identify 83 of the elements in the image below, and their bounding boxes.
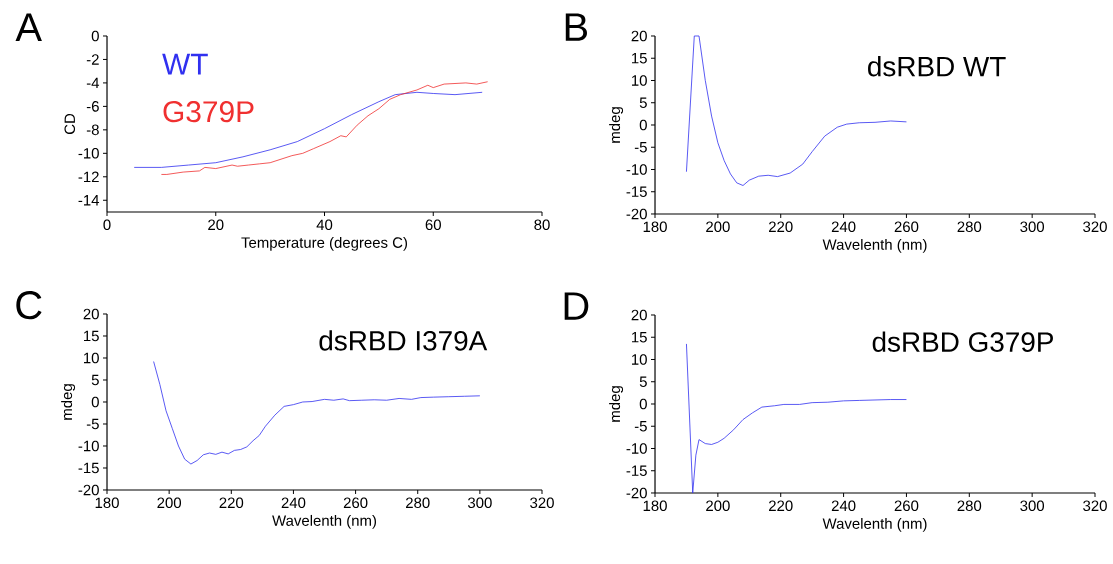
y-tick-label: -5 xyxy=(634,142,647,153)
x-tick-label: 320 xyxy=(1083,221,1107,233)
text: B xyxy=(565,13,587,41)
y-tick-label: -10 xyxy=(626,164,647,175)
x-tick-label: 200 xyxy=(157,497,182,509)
y-tick-label: 0 xyxy=(91,30,99,42)
x-tick-label: 320 xyxy=(1083,500,1107,512)
series-label: G379P xyxy=(163,101,254,123)
x-tick-label: 300 xyxy=(1020,500,1045,512)
line-series xyxy=(153,361,481,465)
y-tick-label: 5 xyxy=(639,376,647,387)
y-tick-label: -10 xyxy=(78,440,99,452)
y-tick-label: 0 xyxy=(639,119,647,131)
y-tick-label: 15 xyxy=(84,330,99,342)
x-tick-label: 260 xyxy=(894,221,919,233)
y-tick-label: -6 xyxy=(86,101,99,112)
y-tick-label: 10 xyxy=(632,354,647,365)
y-axis-title: mdeg xyxy=(609,107,624,143)
y-tick-label: -15 xyxy=(78,462,99,474)
x-axis-title: Wavelenth (nm) xyxy=(822,238,927,253)
y-tick-label: -5 xyxy=(634,421,647,432)
x-tick-label: 300 xyxy=(467,497,492,509)
y-tick-label: 20 xyxy=(631,309,647,321)
y-tick-label: -8 xyxy=(86,124,99,136)
x-tick-label: 260 xyxy=(894,500,919,512)
x-tick-label: 260 xyxy=(343,497,368,509)
line-series xyxy=(133,91,483,168)
text: D xyxy=(564,292,589,320)
text: WT xyxy=(162,53,208,75)
x-tick-label: 20 xyxy=(208,219,224,231)
y-tick-label: 20 xyxy=(631,30,647,42)
y-axis-title: CD xyxy=(64,113,76,135)
x-axis-title: Wavelenth (nm) xyxy=(822,517,927,532)
y-tick-label: -14 xyxy=(78,195,100,206)
text: C xyxy=(16,291,42,320)
chart-title: dsRBD I379A xyxy=(319,330,488,351)
y-tick-label: -5 xyxy=(86,418,99,430)
y-tick-label: -4 xyxy=(86,77,100,89)
y-tick-label: 15 xyxy=(632,332,647,343)
x-tick-label: 0 xyxy=(103,219,111,231)
y-tick-label: 5 xyxy=(91,374,99,386)
y-tick-label: 20 xyxy=(83,308,99,320)
y-axis-title: mdeg xyxy=(609,386,624,422)
y-tick-label: -12 xyxy=(78,171,99,182)
x-tick-label: 280 xyxy=(406,497,430,509)
y-tick-label: 0 xyxy=(91,396,99,408)
x-tick-label: 200 xyxy=(706,221,730,233)
x-tick-label: 240 xyxy=(831,221,856,233)
text: dsRBD WT xyxy=(868,56,1006,77)
y-tick-label: 15 xyxy=(632,53,647,64)
x-tick-label: 180 xyxy=(95,497,119,509)
y-tick-label: -10 xyxy=(626,443,647,454)
x-tick-label: 320 xyxy=(530,497,554,509)
x-tick-label: 180 xyxy=(643,221,667,233)
x-tick-label: 220 xyxy=(219,497,244,509)
x-tick-label: 240 xyxy=(831,500,856,512)
x-tick-label: 220 xyxy=(769,500,793,512)
x-tick-label: 300 xyxy=(1020,221,1045,233)
x-tick-label: 80 xyxy=(534,219,550,231)
y-tick-label: 5 xyxy=(639,97,647,108)
y-tick-label: -2 xyxy=(86,54,99,65)
y-tick-label: 10 xyxy=(632,75,647,86)
x-tick-label: 200 xyxy=(706,500,730,512)
y-tick-label: 0 xyxy=(639,398,647,410)
y-tick-label: -15 xyxy=(626,186,647,197)
x-axis-title: Temperature (degrees C) xyxy=(241,236,408,251)
x-tick-label: 60 xyxy=(425,219,441,231)
y-tick-label: -20 xyxy=(626,208,647,220)
y-tick-label: -20 xyxy=(78,484,99,496)
x-tick-label: 180 xyxy=(643,500,667,512)
text: A xyxy=(15,13,42,41)
x-tick-label: 280 xyxy=(957,221,982,233)
x-axis-title: Wavelenth (nm) xyxy=(272,514,377,529)
y-tick-label: -10 xyxy=(78,148,99,159)
y-tick-label: 10 xyxy=(84,352,99,364)
x-tick-label: 240 xyxy=(281,497,306,509)
y-tick-label: -20 xyxy=(626,487,647,499)
x-tick-label: 220 xyxy=(769,221,793,233)
chart-title: dsRBD G379P xyxy=(872,331,1053,352)
y-axis-title: mdeg xyxy=(61,384,76,420)
x-tick-label: 40 xyxy=(316,219,333,231)
x-tick-label: 280 xyxy=(957,500,982,512)
y-tick-label: -15 xyxy=(626,465,647,476)
